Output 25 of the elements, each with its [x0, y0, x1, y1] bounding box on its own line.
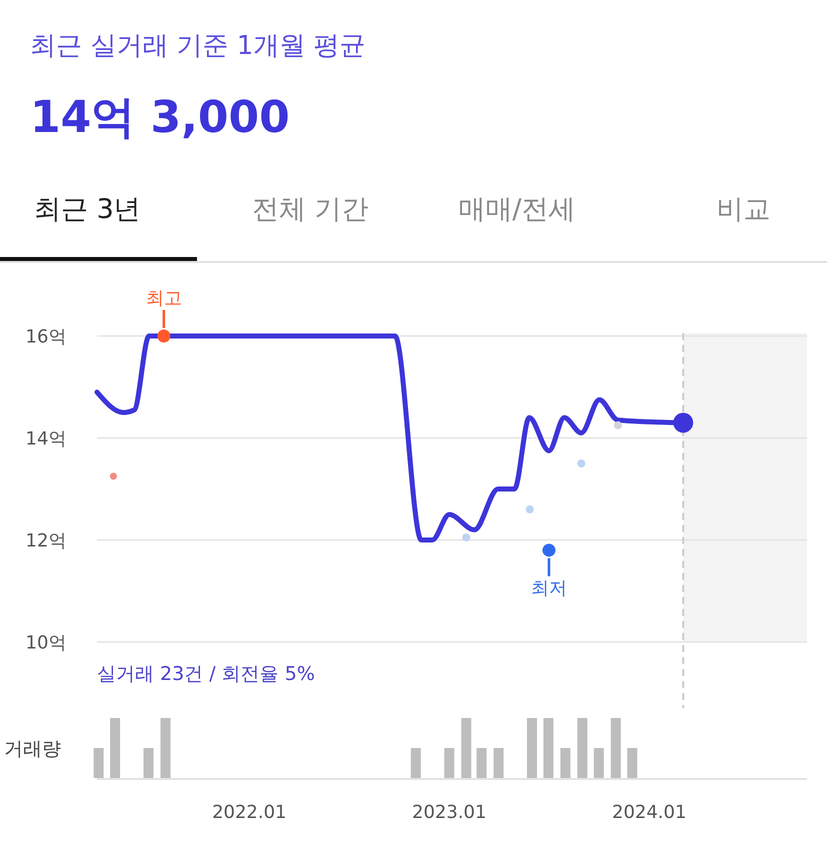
- y-axis-title: 거래량: [4, 738, 61, 760]
- point: [110, 472, 117, 480]
- text: 최근 실거래 기준 1개월 평균: [30, 31, 366, 61]
- point: [542, 544, 556, 557]
- text: 실거래 23건 / 회전율 5%: [97, 663, 315, 685]
- point: [577, 460, 586, 468]
- x-tick-label: 2024.01: [612, 802, 686, 823]
- y-tick-label: 14억: [26, 428, 66, 450]
- x-tick-label: 2022.01: [212, 802, 287, 823]
- point: [526, 505, 534, 514]
- text: 최근 3년: [34, 194, 141, 225]
- annotation: 최고: [146, 288, 182, 309]
- point: [614, 421, 622, 430]
- point: [673, 412, 694, 433]
- y-tick-label: 12억: [26, 530, 66, 552]
- y-tick-label: 10억: [26, 632, 66, 654]
- point: [157, 330, 170, 342]
- text: 전체 기간: [252, 194, 368, 225]
- text: 매매/전세: [458, 194, 576, 225]
- text: 14억 3,000: [30, 92, 290, 143]
- y-tick-label: 16억: [26, 326, 66, 348]
- annotation: 최저: [530, 578, 567, 600]
- point: [462, 533, 470, 542]
- x-tick-label: 2023.01: [412, 802, 486, 823]
- text: 비교: [716, 194, 771, 225]
